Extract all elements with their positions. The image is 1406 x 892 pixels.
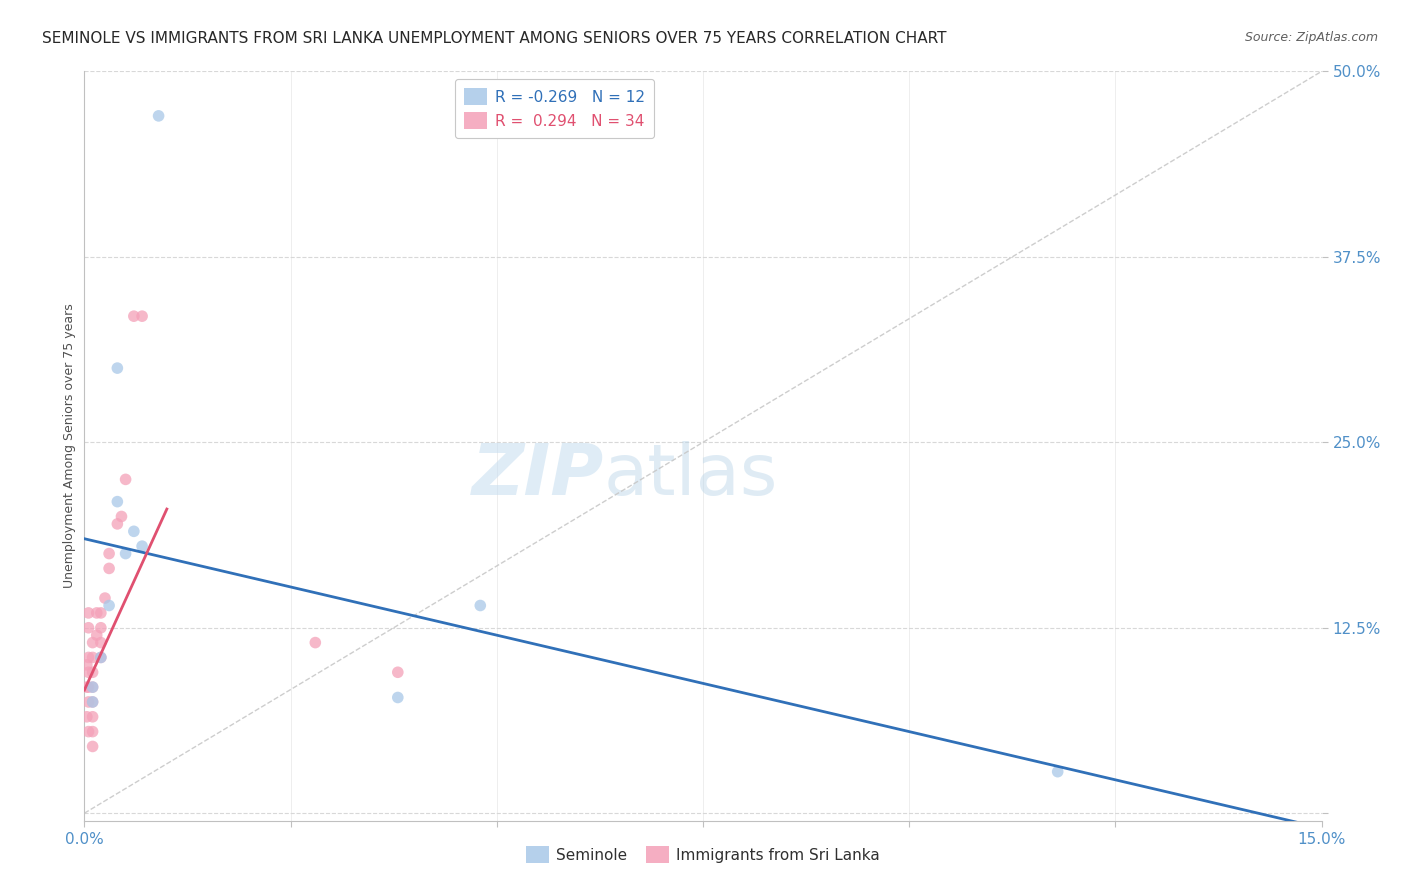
Point [77,665,100,680]
Point [387,690,409,705]
Point [86,606,108,620]
Point [82,695,104,709]
Point [148,109,170,123]
Point [110,509,132,524]
Text: ZIP: ZIP [472,442,605,510]
Point [90,650,112,665]
Point [76,710,98,724]
Point [98,547,121,561]
Point [122,309,145,323]
Point [1046,764,1069,779]
Point [105,361,128,376]
Point [77,621,100,635]
Point [82,739,104,754]
Point [105,516,128,531]
Point [77,724,100,739]
Point [90,606,112,620]
Point [114,547,136,561]
Point [82,724,104,739]
Point [387,665,409,680]
Point [82,695,104,709]
Point [77,606,100,620]
Point [77,680,100,694]
Point [77,695,100,709]
Point [122,524,145,539]
Point [94,591,117,605]
Point [105,494,128,508]
Point [76,657,98,672]
Point [82,665,104,680]
Point [82,650,104,665]
Text: Source: ZipAtlas.com: Source: ZipAtlas.com [1244,31,1378,45]
Point [82,710,104,724]
Point [82,680,104,694]
Legend: Seminole, Immigrants from Sri Lanka: Seminole, Immigrants from Sri Lanka [520,840,886,869]
Point [304,635,326,649]
Point [82,680,104,694]
Text: atlas: atlas [605,442,779,510]
Point [86,628,108,642]
Point [131,539,153,553]
Point [90,650,112,665]
Point [76,680,98,694]
Text: SEMINOLE VS IMMIGRANTS FROM SRI LANKA UNEMPLOYMENT AMONG SENIORS OVER 75 YEARS C: SEMINOLE VS IMMIGRANTS FROM SRI LANKA UN… [42,31,946,46]
Point [90,621,112,635]
Point [114,472,136,486]
Point [77,650,100,665]
Point [98,599,121,613]
Point [131,309,153,323]
Y-axis label: Unemployment Among Seniors over 75 years: Unemployment Among Seniors over 75 years [63,303,76,589]
Point [90,635,112,649]
Point [470,599,492,613]
Point [98,561,121,575]
Point [82,635,104,649]
